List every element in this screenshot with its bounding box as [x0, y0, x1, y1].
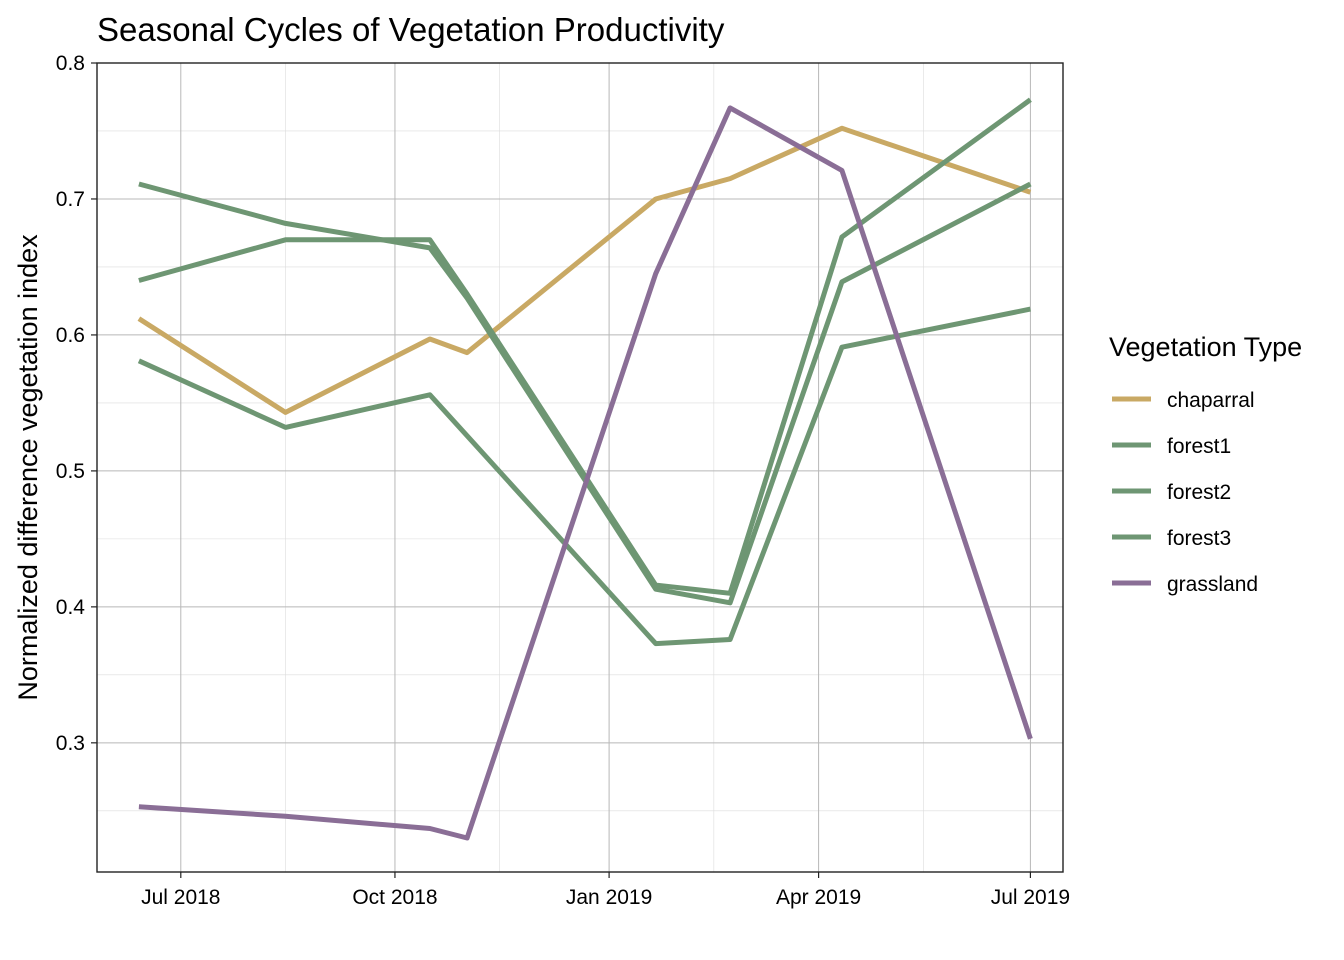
- x-tick-label: Oct 2018: [352, 886, 437, 909]
- y-tick-label: 0.5: [56, 460, 85, 483]
- x-tick-label: Jul 2018: [141, 886, 220, 909]
- x-tick-label: Apr 2019: [776, 886, 861, 909]
- legend-item-forest2: forest2: [1112, 481, 1231, 504]
- legend-label-forest2: forest2: [1167, 481, 1231, 504]
- x-tick-label: Jan 2019: [566, 886, 652, 909]
- legend-item-chaparral: chaparral: [1112, 389, 1255, 412]
- series-line-forest1: [138, 181, 1032, 606]
- legend-item-forest3: forest3: [1112, 527, 1231, 550]
- legend-label-grassland: grassland: [1167, 573, 1258, 596]
- x-tick-label: Jul 2019: [991, 886, 1070, 909]
- plot-panel-border: [96, 62, 1064, 873]
- legend: Vegetation Type chaparral forest1 forest2 f…: [1109, 332, 1302, 596]
- x-axis: Jul 2018 Oct 2018 Jan 2019 Apr 2019 Jul 2019: [141, 872, 1070, 909]
- y-tick-label: 0.8: [56, 52, 85, 75]
- legend-label-chaparral: chaparral: [1167, 389, 1255, 412]
- series-lines: [137, 97, 1033, 841]
- series-line-forest3: [137, 306, 1031, 647]
- y-axis-title: Normalized difference vegetation index: [13, 234, 43, 701]
- legend-label-forest3: forest3: [1167, 527, 1231, 550]
- y-tick-label: 0.4: [56, 596, 86, 619]
- series-line-chaparral: [137, 125, 1032, 415]
- legend-label-forest1: forest1: [1167, 435, 1231, 458]
- series-line-forest2: [138, 97, 1032, 596]
- legend-item-forest1: forest1: [1112, 435, 1231, 458]
- legend-item-grassland: grassland: [1112, 573, 1258, 596]
- chart-title: Seasonal Cycles of Vegetation Productivi…: [97, 11, 725, 48]
- y-tick-label: 0.6: [56, 324, 85, 347]
- y-axis: 0.3 0.4 0.5 0.6 0.7 0.8: [56, 52, 97, 755]
- y-tick-label: 0.3: [56, 732, 85, 755]
- legend-title: Vegetation Type: [1109, 332, 1302, 362]
- y-tick-label: 0.7: [56, 188, 85, 211]
- series-line-grassland: [138, 105, 1033, 841]
